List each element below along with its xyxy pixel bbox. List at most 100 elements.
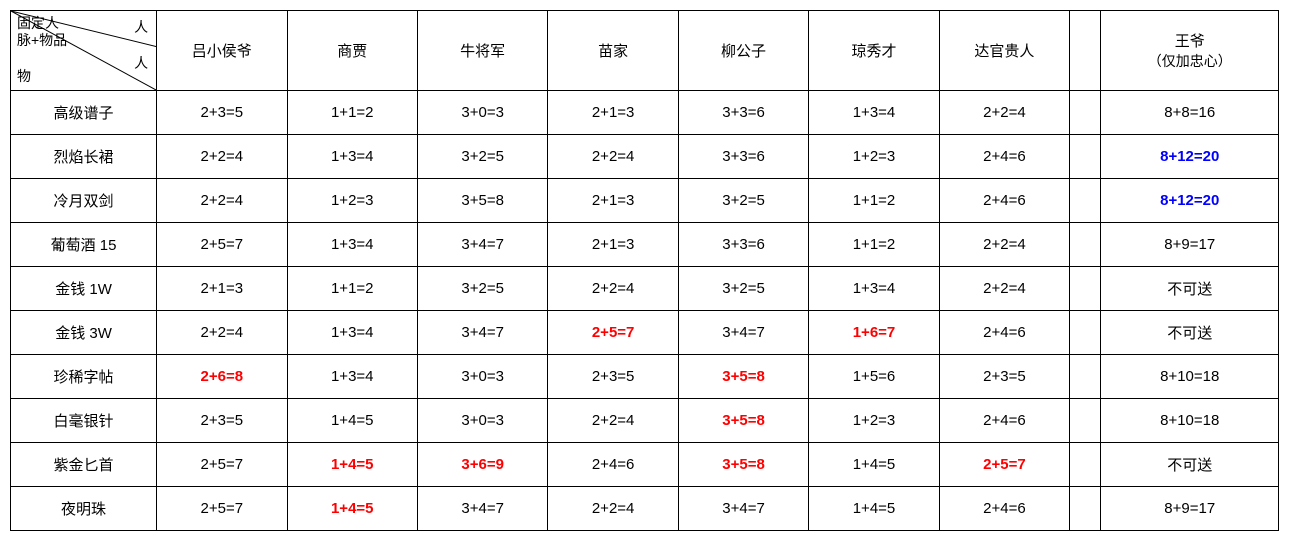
data-cell: 2+6=8 [157,355,287,399]
data-cell: 3+4=7 [678,487,808,531]
corner-right2-label: 人 [134,53,148,73]
data-cell: 1+2=3 [287,179,417,223]
data-cell: 2+3=5 [157,399,287,443]
spacer-cell [1070,355,1101,399]
corner-header: 固定人脉+物品 人 人 物 [11,11,157,91]
data-cell-last: 8+10=18 [1101,399,1279,443]
data-cell: 1+1=2 [287,91,417,135]
data-cell: 1+3=4 [287,311,417,355]
data-cell: 3+3=6 [678,91,808,135]
data-cell: 3+2=5 [417,267,547,311]
corner-top-label: 固定人脉+物品 [17,15,67,49]
last-col-line2: （仅加忠心） [1105,51,1274,71]
data-cell: 2+2=4 [548,399,678,443]
row-label: 金钱 1W [11,267,157,311]
corner-right1-label: 人 [134,17,148,37]
data-cell: 1+2=3 [809,135,939,179]
data-cell: 2+5=7 [157,443,287,487]
data-cell: 1+4=5 [809,443,939,487]
table-row: 冷月双剑2+2=41+2=33+5=82+1=33+2=51+1=22+4=68… [11,179,1279,223]
data-cell-last: 8+12=20 [1101,135,1279,179]
data-cell: 3+4=7 [678,311,808,355]
data-cell-last: 8+9=17 [1101,487,1279,531]
data-cell: 3+4=7 [417,487,547,531]
data-cell: 3+2=5 [678,267,808,311]
spacer-cell [1070,399,1101,443]
spacer-cell [1070,267,1101,311]
data-cell: 2+2=4 [157,179,287,223]
data-cell: 3+4=7 [417,223,547,267]
data-cell-last: 不可送 [1101,267,1279,311]
data-cell: 3+0=3 [417,399,547,443]
spacer-header [1070,11,1101,91]
data-cell: 2+4=6 [939,311,1069,355]
row-label: 紫金匕首 [11,443,157,487]
row-label: 烈焰长裙 [11,135,157,179]
column-header: 柳公子 [678,11,808,91]
row-label: 金钱 3W [11,311,157,355]
data-cell: 3+5=8 [417,179,547,223]
column-header: 牛将军 [417,11,547,91]
data-cell: 2+2=4 [548,135,678,179]
row-label: 白毫银针 [11,399,157,443]
data-cell: 1+4=5 [287,399,417,443]
data-cell-last: 8+8=16 [1101,91,1279,135]
data-cell: 2+4=6 [939,487,1069,531]
data-cell: 1+3=4 [287,223,417,267]
data-cell: 2+5=7 [157,223,287,267]
last-col-line1: 王爷 [1105,30,1274,51]
header-row: 固定人脉+物品 人 人 物 吕小侯爷商贾牛将军苗家柳公子琼秀才达官贵人王爷（仅加… [11,11,1279,91]
table-row: 高级谱子2+3=51+1=23+0=32+1=33+3=61+3=42+2=48… [11,91,1279,135]
data-cell: 2+2=4 [548,487,678,531]
data-cell: 2+5=7 [939,443,1069,487]
table-row: 金钱 1W2+1=31+1=23+2=52+2=43+2=51+3=42+2=4… [11,267,1279,311]
data-cell: 2+1=3 [548,179,678,223]
table-row: 紫金匕首2+5=71+4=53+6=92+4=63+5=81+4=52+5=7不… [11,443,1279,487]
data-cell: 1+2=3 [809,399,939,443]
table-row: 珍稀字帖2+6=81+3=43+0=32+3=53+5=81+5=62+3=58… [11,355,1279,399]
column-header: 吕小侯爷 [157,11,287,91]
data-cell: 2+3=5 [157,91,287,135]
data-cell: 3+0=3 [417,91,547,135]
data-cell: 2+4=6 [939,399,1069,443]
data-cell-last: 8+12=20 [1101,179,1279,223]
data-cell: 2+2=4 [939,267,1069,311]
data-cell: 3+0=3 [417,355,547,399]
data-cell: 3+2=5 [678,179,808,223]
table-body: 高级谱子2+3=51+1=23+0=32+1=33+3=61+3=42+2=48… [11,91,1279,531]
data-cell: 2+1=3 [548,91,678,135]
data-cell: 1+4=5 [287,487,417,531]
data-cell: 2+5=7 [157,487,287,531]
spacer-cell [1070,223,1101,267]
data-cell: 3+3=6 [678,135,808,179]
data-cell: 2+2=4 [939,223,1069,267]
spacer-cell [1070,487,1101,531]
data-cell: 1+6=7 [809,311,939,355]
table-row: 白毫银针2+3=51+4=53+0=32+2=43+5=81+2=32+4=68… [11,399,1279,443]
data-cell: 1+1=2 [287,267,417,311]
spacer-cell [1070,135,1101,179]
spacer-cell [1070,443,1101,487]
data-cell-last: 不可送 [1101,311,1279,355]
row-label: 珍稀字帖 [11,355,157,399]
table-row: 金钱 3W2+2=41+3=43+4=72+5=73+4=71+6=72+4=6… [11,311,1279,355]
data-cell: 2+5=7 [548,311,678,355]
data-cell-last: 8+10=18 [1101,355,1279,399]
column-header: 商贾 [287,11,417,91]
table-row: 葡萄酒 152+5=71+3=43+4=72+1=33+3=61+1=22+2=… [11,223,1279,267]
spacer-cell [1070,91,1101,135]
column-header-last: 王爷（仅加忠心） [1101,11,1279,91]
gift-table: 固定人脉+物品 人 人 物 吕小侯爷商贾牛将军苗家柳公子琼秀才达官贵人王爷（仅加… [10,10,1279,531]
column-header: 琼秀才 [809,11,939,91]
table-row: 夜明珠2+5=71+4=53+4=72+2=43+4=71+4=52+4=68+… [11,487,1279,531]
data-cell: 1+3=4 [287,135,417,179]
data-cell: 3+3=6 [678,223,808,267]
data-cell: 1+4=5 [287,443,417,487]
data-cell: 3+6=9 [417,443,547,487]
data-cell: 2+2=4 [939,91,1069,135]
table-row: 烈焰长裙2+2=41+3=43+2=52+2=43+3=61+2=32+4=68… [11,135,1279,179]
data-cell: 1+1=2 [809,179,939,223]
row-label: 葡萄酒 15 [11,223,157,267]
corner-bottom-label: 物 [17,66,31,86]
row-label: 夜明珠 [11,487,157,531]
